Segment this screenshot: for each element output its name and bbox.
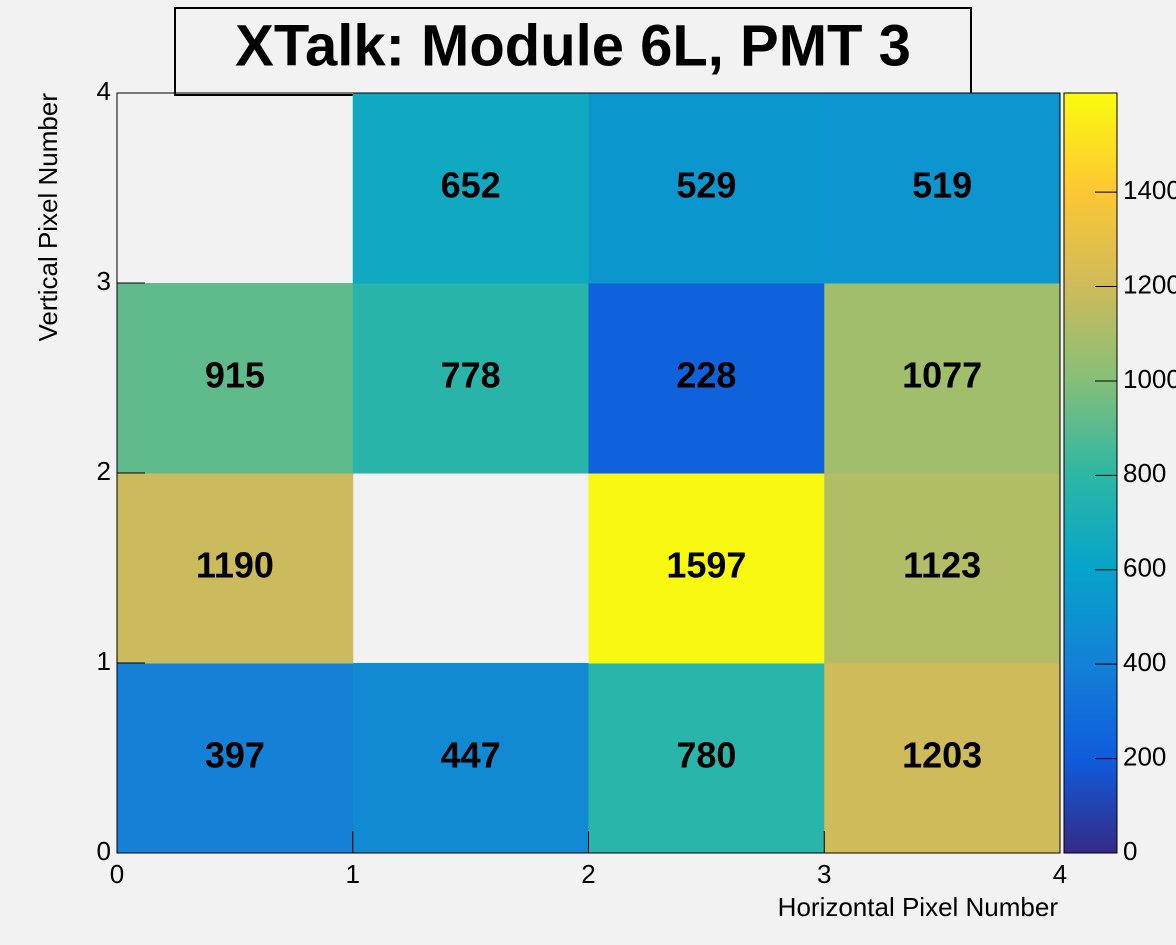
cell-label: 1123 <box>903 545 981 586</box>
x-tick-label: 3 <box>817 859 831 889</box>
colorbar-tick-label: 1200 <box>1123 269 1176 299</box>
heatmap-cell <box>117 663 354 854</box>
x-axis-label: Horizontal Pixel Number <box>778 892 1059 922</box>
cell-label: 519 <box>912 165 972 206</box>
heatmap-cell <box>824 93 1061 284</box>
cell-label: 529 <box>676 165 736 206</box>
y-axis-label: Vertical Pixel Number <box>33 93 63 342</box>
colorbar-tick-label: 400 <box>1123 647 1166 677</box>
title-box <box>174 7 972 96</box>
heatmap-cell <box>824 663 1061 854</box>
y-tick-label: 3 <box>97 266 111 296</box>
cell-label: 780 <box>676 735 736 776</box>
y-tick-label: 4 <box>97 76 111 106</box>
cell-label: 1597 <box>666 545 746 586</box>
x-tick-label: 1 <box>346 859 360 889</box>
x-tick-label: 4 <box>1053 859 1067 889</box>
chart-title: XTalk: Module 6L, PMT 3 <box>235 13 911 78</box>
cell-label: 447 <box>441 735 501 776</box>
colorbar-tick-label: 600 <box>1123 553 1166 583</box>
x-tick-label: 2 <box>581 859 595 889</box>
cell-label: 1190 <box>196 545 274 586</box>
colorbar <box>1063 92 1118 854</box>
colorbar-tick-label: 800 <box>1123 458 1166 488</box>
cell-label: 1203 <box>902 735 982 776</box>
heatmap-cell <box>352 93 589 284</box>
heatmap-cell <box>117 473 354 664</box>
cell-label: 778 <box>441 355 501 396</box>
heatmap-cell <box>824 473 1061 664</box>
heatmap-cell <box>588 663 825 854</box>
cell-label: 397 <box>205 735 265 776</box>
colorbar-tick-label: 1400 <box>1123 175 1176 205</box>
heatmap-cell <box>824 283 1061 474</box>
y-tick-label: 1 <box>97 646 111 676</box>
heatmap-cell <box>588 283 825 474</box>
heatmap-cell <box>588 473 825 664</box>
colorbar-tick-label: 1000 <box>1123 364 1176 394</box>
y-tick-label: 0 <box>97 836 111 866</box>
cell-label: 1077 <box>902 355 982 396</box>
colorbar-tick-label: 200 <box>1123 741 1166 771</box>
x-tick-label: 0 <box>110 859 124 889</box>
heatmap-cell <box>352 283 589 474</box>
y-tick-label: 2 <box>97 456 111 486</box>
cell-label: 228 <box>676 355 736 396</box>
heatmap-cell <box>588 93 825 284</box>
cell-label: 915 <box>205 355 265 396</box>
heatmap-cell <box>352 663 589 854</box>
cell-label: 652 <box>441 165 501 206</box>
colorbar-tick-label: 0 <box>1123 836 1137 866</box>
heatmap-cell <box>117 283 354 474</box>
